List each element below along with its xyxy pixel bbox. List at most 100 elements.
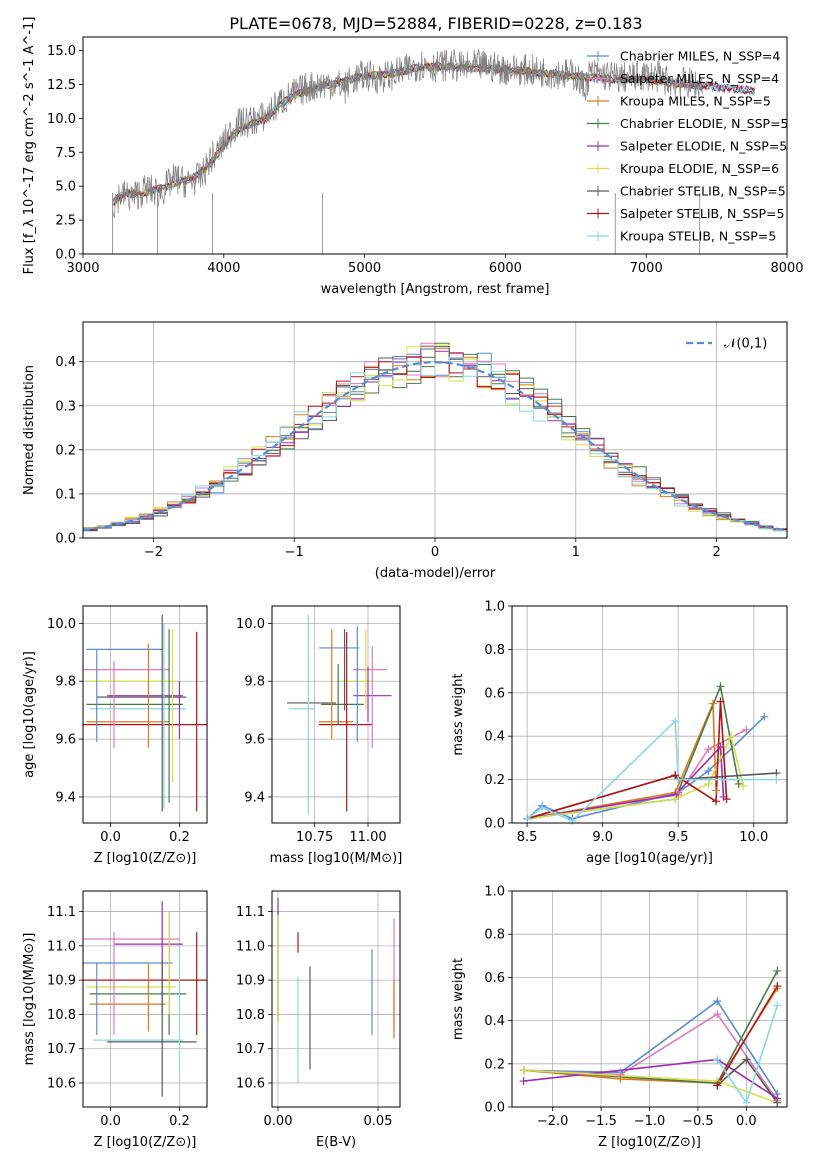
y-tick-label: 9.4 bbox=[55, 790, 76, 805]
legend-label: Kroupa STELIB, N_SSP=5 bbox=[620, 229, 776, 244]
y-tick-label: 0.2 bbox=[484, 1057, 505, 1072]
x-tick-label: 6000 bbox=[489, 261, 522, 276]
y-tick-label: 12.5 bbox=[47, 78, 76, 93]
weight-point bbox=[716, 743, 725, 752]
x-tick-label: 5000 bbox=[348, 261, 381, 276]
y-axis-label: mass weight bbox=[451, 673, 466, 755]
x-tick-label: −2 bbox=[144, 545, 163, 560]
weight-point bbox=[722, 795, 731, 804]
y-tick-label: 0.1 bbox=[55, 487, 76, 502]
x-axis-label: wavelength [Angstrom, rest frame] bbox=[321, 282, 550, 297]
y-tick-label: 11.0 bbox=[47, 939, 76, 954]
weight-point bbox=[742, 725, 751, 734]
x-tick-label: 0 bbox=[431, 545, 439, 560]
x-axis-label: mass [log10(M/M⊙)] bbox=[270, 851, 403, 866]
y-tick-label: 0.0 bbox=[55, 248, 76, 263]
x-tick-label: 10.0 bbox=[739, 830, 768, 845]
weight-point bbox=[704, 766, 713, 775]
panel-Z-mass: 0.0 0.2 10.6 10.7 10.8 10.9 11.0 11.1 Z [log10(Z… bbox=[22, 890, 208, 1150]
y-tick-label: 9.4 bbox=[244, 790, 265, 805]
legend-label: Salpeter MILES, N_SSP=4 bbox=[620, 71, 779, 86]
gaussian-curve bbox=[83, 360, 787, 532]
y-tick-label: 0.4 bbox=[484, 730, 505, 745]
y-tick-label: 0.4 bbox=[484, 1014, 505, 1029]
weight-point bbox=[519, 1077, 528, 1086]
weight-point bbox=[727, 732, 736, 741]
weight-point bbox=[671, 795, 680, 804]
x-tick-label: 7000 bbox=[630, 261, 663, 276]
x-tick-label: 9.0 bbox=[592, 830, 613, 845]
panel-residuals: −2 −1 0 1 2 0.0 0.1 0.2 0.3 0.4 (data-model)/error… bbox=[22, 321, 788, 581]
weight-point bbox=[708, 699, 717, 708]
x-axis-label: (data-model)/error bbox=[375, 566, 496, 581]
weight-point bbox=[674, 775, 683, 784]
y-tick-label: 0.0 bbox=[55, 532, 76, 547]
y-tick-label: 0.0 bbox=[484, 817, 505, 832]
panel-Z-weight: −2.0 −1.5 −1.0 −0.5 0.0 0.0 0.2 0.4 0.6 0.8 1.0 Z [… bbox=[451, 885, 788, 1150]
x-tick-label: 4000 bbox=[207, 261, 240, 276]
weight-line bbox=[526, 745, 725, 820]
weight-point bbox=[773, 966, 782, 975]
y-tick-label: 1.0 bbox=[484, 600, 505, 615]
x-tick-label: 0.00 bbox=[264, 1114, 293, 1129]
weight-line bbox=[716, 985, 778, 1086]
y-tick-label: 10.0 bbox=[47, 617, 76, 632]
legend-label: Chabrier MILES, N_SSP=4 bbox=[620, 49, 780, 64]
panel-ebv-mass: 0.00 0.05 10.6 10.7 10.8 10.9 11.0 11.1 E(B-V) bbox=[236, 890, 401, 1150]
axes-frame bbox=[511, 605, 788, 824]
weight-point bbox=[716, 682, 725, 691]
weight-point bbox=[519, 1066, 528, 1075]
x-tick-label: −1.0 bbox=[634, 1114, 666, 1129]
y-tick-label: 1.0 bbox=[484, 885, 505, 900]
weight-point bbox=[616, 1074, 625, 1083]
y-tick-label: 9.8 bbox=[244, 675, 265, 690]
weight-point bbox=[538, 803, 547, 812]
y-tick-label: 0.6 bbox=[484, 686, 505, 701]
weight-point bbox=[713, 997, 722, 1006]
weight-point bbox=[713, 1055, 722, 1064]
plot-area bbox=[112, 49, 756, 254]
legend-label: Salpeter STELIB, N_SSP=5 bbox=[620, 206, 784, 221]
weight-point bbox=[713, 1081, 722, 1090]
axes-frame bbox=[82, 605, 208, 824]
y-tick-label: 0.2 bbox=[55, 443, 76, 458]
weight-line bbox=[523, 1069, 778, 1104]
y-tick-label: 9.6 bbox=[55, 733, 76, 748]
axes-frame bbox=[271, 890, 401, 1108]
weight-line bbox=[523, 1013, 778, 1101]
weight-point bbox=[760, 712, 769, 721]
panel-age-weight: 8.5 9.0 9.5 10.0 0.0 0.2 0.4 0.6 0.8 1.0 age [log1… bbox=[451, 600, 788, 866]
x-axis-label: Z [log10(Z/Z⊙)] bbox=[94, 851, 197, 866]
weight-point bbox=[671, 717, 680, 726]
x-tick-label: 2 bbox=[712, 545, 720, 560]
y-axis-label: Flux [f_λ 10^-17 erg cm^-2 s^-1 A^-1] bbox=[22, 17, 37, 275]
x-tick-label: 1 bbox=[572, 545, 580, 560]
weight-point bbox=[742, 1055, 751, 1064]
y-tick-label: 10.8 bbox=[236, 1008, 265, 1023]
y-tick-label: 9.6 bbox=[244, 733, 265, 748]
x-tick-label: −1.5 bbox=[585, 1114, 617, 1129]
panel-spectrum: 3000 4000 5000 6000 7000 8000 0.0 2.5 5.0 7.5 10.0… bbox=[22, 17, 804, 297]
panel-mass-age: 10.75 11.00 9.4 9.6 9.8 10.0 mass [log10(M/M⊙)… bbox=[236, 605, 403, 866]
x-tick-label: 8.5 bbox=[517, 830, 538, 845]
weight-point bbox=[772, 775, 781, 784]
axes-frame bbox=[82, 890, 208, 1108]
y-tick-label: 10.0 bbox=[47, 112, 76, 127]
y-tick-label: 15.0 bbox=[47, 44, 76, 59]
plot-area bbox=[83, 891, 207, 1107]
y-tick-label: 10.8 bbox=[47, 1008, 76, 1023]
plot-area bbox=[512, 606, 787, 823]
axes-frame bbox=[271, 605, 401, 824]
y-tick-label: 0.3 bbox=[55, 399, 76, 414]
y-tick-label: 10.9 bbox=[47, 974, 76, 989]
axes-frame bbox=[82, 321, 788, 539]
x-tick-label: 3000 bbox=[66, 261, 99, 276]
plot-area bbox=[272, 606, 400, 823]
y-tick-label: 0.0 bbox=[484, 1101, 505, 1116]
legend-label: Chabrier ELODIE, N_SSP=5 bbox=[620, 116, 789, 131]
y-tick-label: 5.0 bbox=[55, 180, 76, 195]
y-axis-label: Normed distribution bbox=[22, 365, 37, 495]
weight-point bbox=[716, 697, 725, 706]
weight-point bbox=[671, 771, 680, 780]
